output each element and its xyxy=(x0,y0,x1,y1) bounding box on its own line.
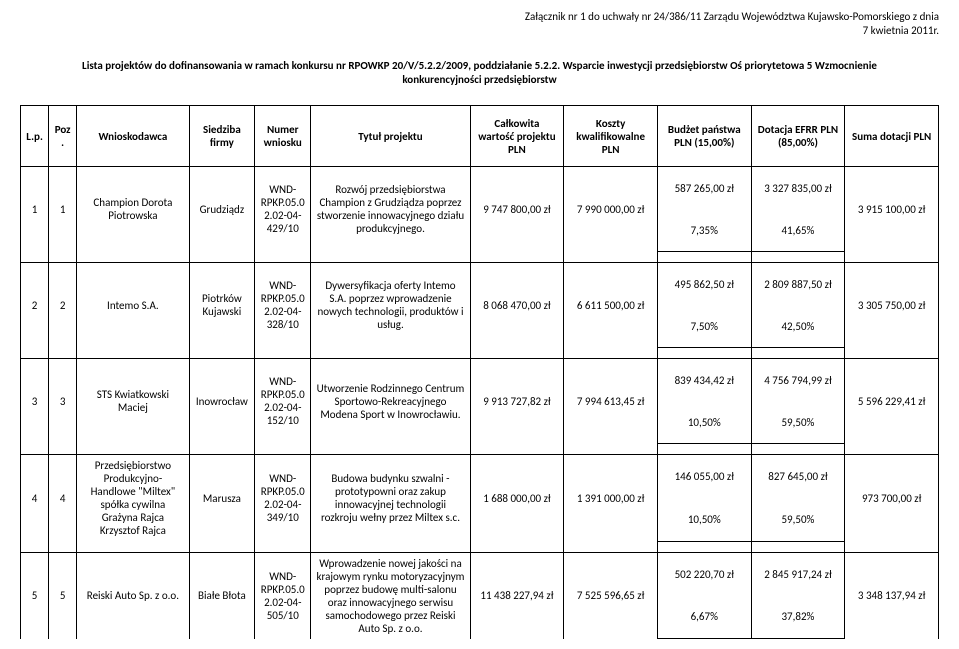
col-suma: Suma dotacji PLN xyxy=(845,106,939,167)
cell-tytul: Wprowadzenie nowej jakości na krajowym r… xyxy=(311,552,470,639)
cell-budzet-amount: 495 862,50 zł xyxy=(657,263,751,306)
spacer-row xyxy=(21,541,939,552)
note-line1: Załącznik nr 1 do uchwały nr 24/386/11 Z… xyxy=(525,10,939,23)
cell-dotacja-amount: 4 756 794,99 zł xyxy=(751,359,845,402)
col-koszty: Koszty kwalifikowalne PLN xyxy=(564,106,658,167)
cell-numer: WND-RPKP.05.02.02-04-429/10 xyxy=(255,167,311,252)
cell-budzet-pct: 7,50% xyxy=(657,305,751,348)
cell-suma: 5 596 229,41 zł xyxy=(845,359,939,444)
cell-dotacja-pct: 37,82% xyxy=(751,595,845,638)
cell-suma: 973 700,00 zł xyxy=(845,455,939,542)
cell-suma: 3 305 750,00 zł xyxy=(845,263,939,348)
table-row: 33STS Kwiatkowski MaciejInowrocławWND-RP… xyxy=(21,359,939,402)
cell-poz: 1 xyxy=(49,167,77,252)
cell-budzet-amount: 502 220,70 zł xyxy=(657,552,751,595)
cell-poz: 3 xyxy=(49,359,77,444)
table-row: 22Intemo S.A.Piotrków KujawskiWND-RPKP.0… xyxy=(21,263,939,306)
cell-budzet-pct: 7,35% xyxy=(657,209,751,252)
cell-poz: 5 xyxy=(49,552,77,639)
col-budzet: Budżet państwa PLN (15,00%) xyxy=(657,106,751,167)
cell-wnioskodawca: Reiski Auto Sp. z o.o. xyxy=(77,552,189,639)
cell-suma: 3 915 100,00 zł xyxy=(845,167,939,252)
cell-calkowita: 1 688 000,00 zł xyxy=(470,455,564,542)
document-title: Lista projektów do dofinansowania w rama… xyxy=(20,59,939,88)
cell-dotacja-pct: 59,50% xyxy=(751,401,845,444)
cell-lp: 4 xyxy=(21,455,49,542)
table-row: 44Przedsiębiorstwo Produkcyjno-Handlowe … xyxy=(21,455,939,498)
attachment-note: Załącznik nr 1 do uchwały nr 24/386/11 Z… xyxy=(20,10,939,39)
cell-tytul: Utworzenie Rodzinnego Centrum Sportowo-R… xyxy=(311,359,470,444)
cell-koszty: 1 391 000,00 zł xyxy=(564,455,658,542)
cell-dotacja-amount: 2 809 887,50 zł xyxy=(751,263,845,306)
cell-lp: 1 xyxy=(21,167,49,252)
col-dotacja: Dotacja EFRR PLN (85,00%) xyxy=(751,106,845,167)
title-line2: konkurencyjności przedsiębiorstw xyxy=(402,73,556,86)
cell-budzet-amount: 587 265,00 zł xyxy=(657,167,751,210)
cell-siedziba: Inowrocław xyxy=(189,359,255,444)
cell-calkowita: 9 747 800,00 zł xyxy=(470,167,564,252)
col-lp: L.p. xyxy=(21,106,49,167)
col-wnioskodawca: Wnioskodawca xyxy=(77,106,189,167)
cell-poz: 2 xyxy=(49,263,77,348)
projects-table: L.p. Poz. Wnioskodawca Siedziba firmy Nu… xyxy=(20,105,939,639)
cell-suma: 3 348 137,94 zł xyxy=(845,552,939,639)
note-line2: 7 kwietnia 2011r. xyxy=(863,24,939,37)
cell-budzet-amount: 839 434,42 zł xyxy=(657,359,751,402)
cell-numer: WND-RPKP.05.02.02-04-349/10 xyxy=(255,455,311,542)
cell-calkowita: 11 438 227,94 zł xyxy=(470,552,564,639)
title-line1: Lista projektów do dofinansowania w rama… xyxy=(82,59,877,72)
cell-numer: WND-RPKP.05.02.02-04-505/10 xyxy=(255,552,311,639)
cell-lp: 5 xyxy=(21,552,49,639)
cell-dotacja-pct: 41,65% xyxy=(751,209,845,252)
cell-dotacja-amount: 827 645,00 zł xyxy=(751,455,845,498)
col-tytul: Tytuł projektu xyxy=(311,106,470,167)
cell-wnioskodawca: STS Kwiatkowski Maciej xyxy=(77,359,189,444)
table-header-row: L.p. Poz. Wnioskodawca Siedziba firmy Nu… xyxy=(21,106,939,167)
spacer-row xyxy=(21,252,939,263)
col-numer: Numer wniosku xyxy=(255,106,311,167)
cell-poz: 4 xyxy=(49,455,77,542)
cell-koszty: 7 994 613,45 zł xyxy=(564,359,658,444)
cell-lp: 2 xyxy=(21,263,49,348)
cell-tytul: Rozwój przedsiębiorstwa Champion z Grudz… xyxy=(311,167,470,252)
cell-wnioskodawca: Intemo S.A. xyxy=(77,263,189,348)
cell-wnioskodawca: Przedsiębiorstwo Produkcyjno-Handlowe "M… xyxy=(77,455,189,542)
cell-tytul: Budowa budynku szwalni - prototypowni or… xyxy=(311,455,470,542)
cell-tytul: Dywersyfikacja oferty Intemo S.A. poprze… xyxy=(311,263,470,348)
cell-koszty: 6 611 500,00 zł xyxy=(564,263,658,348)
cell-dotacja-amount: 3 327 835,00 zł xyxy=(751,167,845,210)
cell-siedziba: Marusza xyxy=(189,455,255,542)
cell-koszty: 7 990 000,00 zł xyxy=(564,167,658,252)
col-siedziba: Siedziba firmy xyxy=(189,106,255,167)
cell-numer: WND-RPKP.05.02.02-04-328/10 xyxy=(255,263,311,348)
cell-budzet-pct: 6,67% xyxy=(657,595,751,638)
cell-budzet-pct: 10,50% xyxy=(657,498,751,541)
col-calkowita: Całkowita wartość projektu PLN xyxy=(470,106,564,167)
cell-calkowita: 8 068 470,00 zł xyxy=(470,263,564,348)
cell-dotacja-pct: 59,50% xyxy=(751,498,845,541)
cell-budzet-amount: 146 055,00 zł xyxy=(657,455,751,498)
cell-siedziba: Grudziądz xyxy=(189,167,255,252)
spacer-row xyxy=(21,348,939,359)
cell-budzet-pct: 10,50% xyxy=(657,401,751,444)
cell-dotacja-amount: 2 845 917,24 zł xyxy=(751,552,845,595)
table-row: 55Reiski Auto Sp. z o.o.Białe BłotaWND-R… xyxy=(21,552,939,595)
table-row: 11Champion Dorota PiotrowskaGrudziądzWND… xyxy=(21,167,939,210)
cell-dotacja-pct: 42,50% xyxy=(751,305,845,348)
cell-wnioskodawca: Champion Dorota Piotrowska xyxy=(77,167,189,252)
cell-siedziba: Białe Błota xyxy=(189,552,255,639)
col-poz: Poz. xyxy=(49,106,77,167)
cell-lp: 3 xyxy=(21,359,49,444)
cell-koszty: 7 525 596,65 zł xyxy=(564,552,658,639)
cell-siedziba: Piotrków Kujawski xyxy=(189,263,255,348)
cell-numer: WND-RPKP.05.02.02-04-152/10 xyxy=(255,359,311,444)
cell-calkowita: 9 913 727,82 zł xyxy=(470,359,564,444)
spacer-row xyxy=(21,444,939,455)
